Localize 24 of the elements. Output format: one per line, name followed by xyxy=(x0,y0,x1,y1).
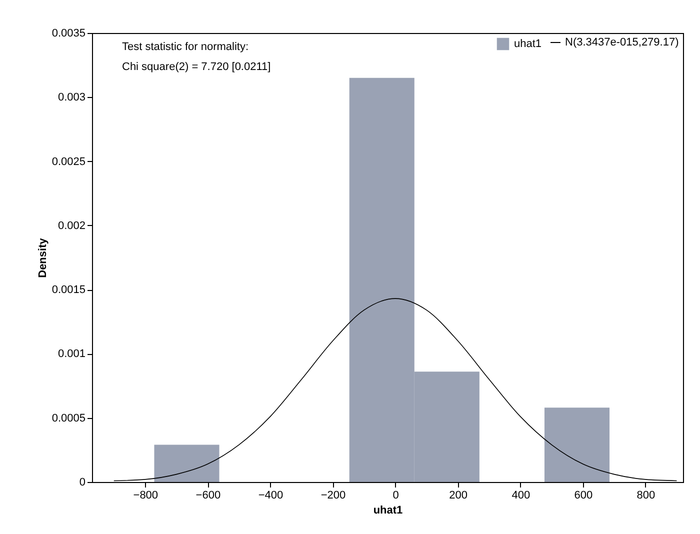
x-tick-label: 600 xyxy=(574,490,593,502)
x-tick-label: 0 xyxy=(392,490,399,502)
y-tick-label: 0.0015 xyxy=(52,284,86,296)
x-tick-label: −200 xyxy=(320,490,346,502)
y-axis-title: Density xyxy=(36,237,49,278)
x-tick-label: −800 xyxy=(133,490,158,502)
y-tick-label: 0.001 xyxy=(58,348,86,360)
legend-label: uhat1 xyxy=(514,38,542,50)
x-tick-label: 200 xyxy=(449,490,468,502)
x-tick-label: −600 xyxy=(196,490,221,502)
x-tick-label: 400 xyxy=(512,490,530,502)
legend-label: N(3.3437e-015,279.17) xyxy=(565,36,679,48)
y-tick-label: 0.0035 xyxy=(52,28,86,40)
y-tick-label: 0.0005 xyxy=(52,412,86,424)
y-tick-label: 0 xyxy=(79,476,86,488)
annotation: Test statistic for normality: xyxy=(122,41,249,53)
x-tick-label: −400 xyxy=(258,490,284,502)
line-series xyxy=(113,298,678,482)
x-axis-title: uhat1 xyxy=(373,504,403,516)
y-tick-label: 0.002 xyxy=(58,220,86,232)
y-tick-label: 0.003 xyxy=(58,92,86,104)
x-tick-label: 800 xyxy=(636,490,656,502)
y-tick-label: 0.0025 xyxy=(52,156,86,168)
annotation: Chi square(2) = 7.720 [0.0211] xyxy=(122,61,271,73)
